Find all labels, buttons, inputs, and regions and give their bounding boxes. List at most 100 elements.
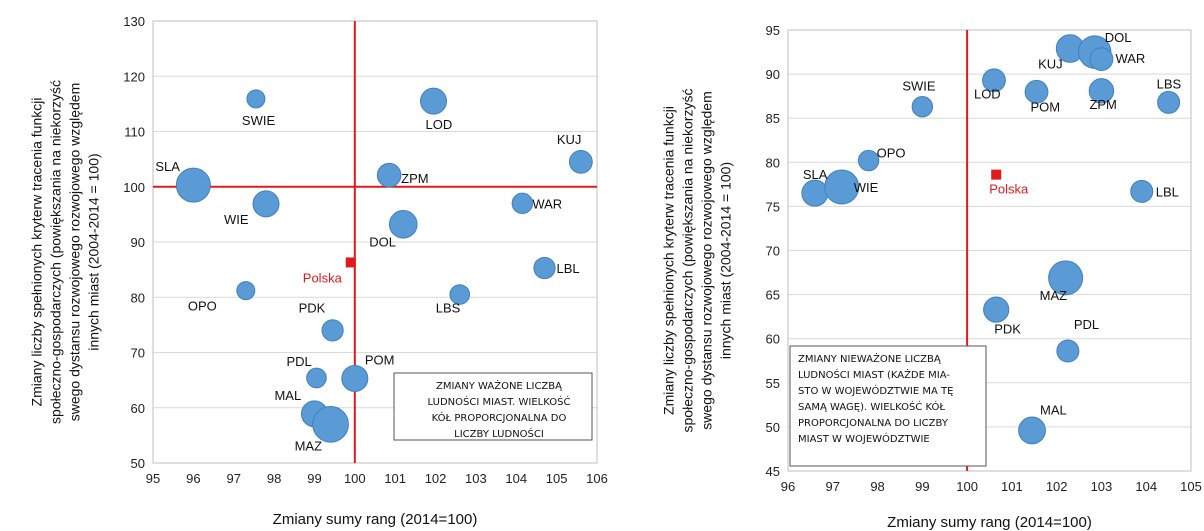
point-label-sla: SLA — [155, 159, 180, 174]
y-tick-label: 120 — [123, 69, 145, 84]
y-axis-label-line: innych miast (2004-2014 = 100) — [86, 153, 102, 350]
point-label-war: WAR — [532, 196, 562, 211]
x-tick-label: 98 — [267, 471, 281, 486]
x-tick-label: 97 — [226, 471, 240, 486]
x-tick-label: 98 — [870, 479, 884, 494]
y-tick-label: 100 — [123, 180, 145, 195]
point-label-lbl: LBL — [1156, 184, 1179, 199]
chart-2: 45 50 55 60 65 70 75 80 85 90 95 96 97 98 99 100 101 102 1… — [661, 23, 1202, 531]
bubble-sla — [175, 167, 211, 203]
x-tick-label: 100 — [344, 471, 366, 486]
bubble-war — [1089, 47, 1114, 72]
point-label-pdl: PDL — [286, 354, 311, 369]
x-tick-label: 105 — [1180, 479, 1202, 494]
point-label-pdk: PDK — [299, 300, 326, 315]
point-label-war: WAR — [1115, 51, 1145, 66]
bubble-kuj — [568, 149, 593, 174]
y-axis-label: Zmiany liczby spełnionych kryterw tracen… — [661, 89, 734, 433]
point-label-lod: LOD — [974, 86, 1001, 101]
y-tick-label: 60 — [766, 332, 780, 347]
point-label-opo: OPO — [877, 146, 906, 161]
point-label-lod: LOD — [426, 117, 453, 132]
y-axis-label-line: swego dystansu rozwojowego rozwojowego w… — [67, 83, 83, 422]
note-box — [393, 372, 593, 441]
x-tick-label: 103 — [1091, 479, 1113, 494]
bubble-swie — [246, 89, 266, 109]
point-label-mal: MAL — [274, 388, 301, 403]
y-tick-label: 80 — [766, 155, 780, 170]
y-axis-label-line: społeczno-gospodarczych (powiększania na… — [680, 89, 696, 433]
point-label-lbs: LBS — [1157, 76, 1182, 91]
x-tick-label: 100 — [956, 479, 978, 494]
note-line: ZMIANY WAŻONE LICZBĄ — [436, 379, 563, 392]
y-tick-label: 90 — [766, 67, 780, 82]
y-axis-label-line: Zmiany liczby spełnionych kryterw tracen… — [29, 98, 45, 407]
y-tick-label: 70 — [131, 346, 145, 361]
y-tick-label: 50 — [131, 456, 145, 471]
point-label-wie: WIE — [224, 212, 249, 227]
x-tick-label: 104 — [1135, 479, 1157, 494]
point-label-pom: POM — [365, 352, 395, 367]
bubble-maz — [312, 406, 349, 443]
x-tick-label: 99 — [307, 471, 321, 486]
x-tick-label: 97 — [826, 479, 840, 494]
bubble-zpm — [1088, 78, 1115, 104]
bubble-mal — [1018, 416, 1046, 445]
point-label-sla: SLA — [803, 167, 828, 182]
point-label-wie: WIE — [854, 180, 879, 195]
y-tick-label: 50 — [766, 420, 780, 435]
y-axis-label-line: innych miast (2004-2014 = 100) — [718, 162, 734, 359]
polska-label: Polska — [303, 270, 343, 285]
point-label-pdl: PDL — [1074, 317, 1099, 332]
x-axis-label: Zmiany sumy rang (2014=100) — [887, 514, 1092, 531]
bubble-pom — [341, 364, 369, 392]
y-axis-label-line: swego dystansu rozwojowego rozwojowego w… — [699, 91, 715, 430]
bubble-lod — [420, 87, 448, 115]
y-tick-label: 75 — [766, 199, 780, 214]
point-label-pdk: PDK — [994, 322, 1021, 337]
x-tick-label: 101 — [384, 471, 406, 486]
point-label-maz: MAZ — [1040, 288, 1068, 303]
bubble-war — [511, 192, 534, 215]
note-line: KÓŁ PROPORCJONALNA DO — [432, 411, 567, 424]
x-tick-label: 104 — [505, 471, 527, 486]
note-box — [789, 345, 987, 467]
x-tick-label: 102 — [425, 471, 447, 486]
y-axis-label: Zmiany liczby spełnionych kryterw tracen… — [29, 80, 102, 424]
point-label-mal: MAL — [1040, 402, 1067, 417]
point-label-lbs: LBS — [436, 300, 461, 315]
x-tick-label: 106 — [586, 471, 608, 486]
plot-area — [787, 29, 1192, 472]
bubble-pdl — [306, 367, 327, 389]
point-label-lbl: LBL — [557, 261, 580, 276]
bubble-sla — [801, 179, 829, 207]
plot-area — [152, 20, 598, 464]
bubble-lbl — [1130, 179, 1154, 203]
point-label-zpm: ZPM — [1089, 97, 1116, 112]
y-tick-label: 60 — [131, 401, 145, 416]
bubble-lbs — [1157, 90, 1181, 114]
bubble-lbl — [533, 256, 556, 280]
y-tick-label: 80 — [131, 290, 145, 305]
bubble-wie — [824, 169, 860, 205]
note-line: STO W WOJEWÓDZTWIE MA TĘ — [798, 384, 953, 397]
bubble-opo — [236, 281, 256, 301]
note-line: ZMIANY NIEWAŻONE LICZBĄ — [798, 352, 942, 365]
x-tick-label: 102 — [1046, 479, 1068, 494]
y-axis-label-line: Zmiany liczby spełnionych kryterw tracen… — [661, 106, 677, 415]
y-tick-label: 130 — [123, 14, 145, 29]
note-line: LUDNOŚCI MIAST. WIELKOŚĆ — [428, 395, 571, 408]
bubble-dol — [388, 210, 418, 239]
y-tick-label: 95 — [766, 23, 780, 38]
bubble-zpm — [376, 162, 402, 188]
y-tick-label: 85 — [766, 111, 780, 126]
y-tick-label: 110 — [124, 125, 145, 140]
note-line: MIAST W WOJEWÓDZTWIE — [798, 432, 930, 445]
bubble-pom — [1024, 79, 1049, 104]
point-label-zpm: ZPM — [401, 171, 428, 186]
x-axis-label: Zmiany sumy rang (2014=100) — [273, 511, 478, 528]
point-label-dol: DOL — [369, 234, 396, 249]
y-tick-label: 90 — [131, 235, 145, 250]
point-label-kuj: KUJ — [557, 132, 582, 147]
y-tick-label: 65 — [766, 288, 780, 303]
